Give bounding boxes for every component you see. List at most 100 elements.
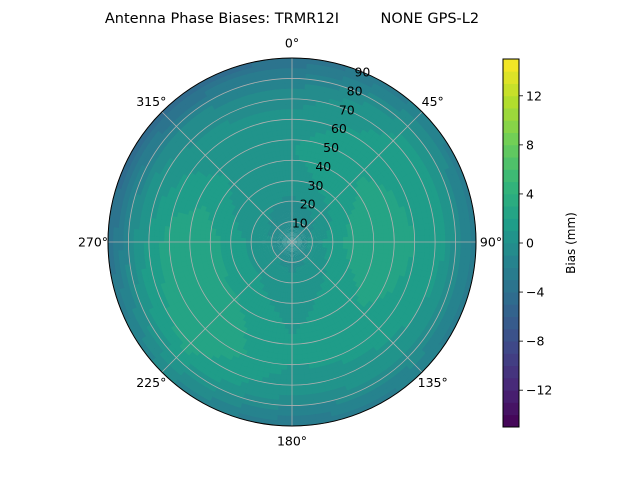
heat-cell [271,193,277,200]
heat-cell [263,227,270,232]
heat-cell [286,242,292,244]
heat-cell [277,291,282,298]
heat-cell [310,220,317,226]
heat-cell [301,265,306,271]
heat-cell [298,266,302,273]
heat-cell [298,249,303,255]
heat-cell [335,224,342,229]
heat-cell [268,219,275,225]
heat-cell [383,228,390,235]
heat-cell [249,268,256,274]
heat-cell [235,239,241,243]
heat-cell [263,218,269,224]
heat-cell [214,247,222,253]
heat-cell [267,183,274,191]
heat-cell [288,257,291,263]
heat-cell [314,197,321,204]
heat-cell [301,207,305,214]
heat-cell [288,221,291,227]
heat-cell [269,227,275,232]
heat-cell [368,234,375,240]
heat-cell [324,224,331,229]
heat-cell [241,226,249,231]
heat-cell [301,270,305,277]
heat-cell [327,246,334,250]
heat-cell [306,255,312,261]
heat-cell [246,231,253,236]
heat-cell [314,252,321,257]
heat-cell [314,217,320,223]
heat-cell [271,205,276,212]
heat-cell [383,245,390,252]
heat-cell [305,285,310,292]
heat-cell [303,214,308,220]
heat-cell [299,333,306,340]
heat-cell [293,246,296,253]
heat-cell [298,229,303,235]
heat-cell [300,232,306,237]
heat-cell [324,265,331,271]
heat-cell [276,264,281,270]
heat-cell [237,222,245,227]
heat-cell [246,229,253,234]
heat-cell [394,241,400,248]
heat-cell [284,93,293,100]
heat-cell [261,273,268,280]
heat-cell [247,254,254,259]
heat-cell [301,235,308,239]
heat-cell [342,236,349,241]
heat-cell [274,257,279,263]
heat-cell [261,302,267,309]
heat-cell [306,246,313,250]
heat-cell [233,260,241,267]
heat-cell [261,204,268,211]
heat-cell [223,216,230,223]
heat-cell [306,235,313,239]
heat-cell [316,273,323,280]
heat-cell [282,338,289,345]
heat-cell [233,217,241,224]
heat-cell [303,251,309,257]
heat-cell [293,282,297,289]
heat-cell [282,343,289,350]
heat-cell [343,239,349,243]
heat-cell [294,308,299,315]
heat-cell [266,276,272,283]
heat-cell [317,239,324,242]
heat-cell [281,276,285,283]
heat-cell [283,245,289,250]
heat-cell [292,242,295,248]
heat-cell [281,243,288,246]
heat-cell [301,245,308,248]
heat-cell [277,225,283,231]
heat-cell [293,221,296,227]
heat-cell [295,221,298,228]
heat-cell [337,239,344,243]
heat-cell [316,233,323,237]
heat-cell [276,244,283,247]
heat-cell [300,232,306,237]
heat-cell [278,213,283,219]
heat-cell [328,222,336,227]
heat-cell [310,293,317,301]
heat-cell [258,277,265,284]
heat-cell [301,218,306,225]
heat-cell [271,243,277,246]
heat-cell [282,134,289,141]
heat-cell [282,206,286,213]
heat-cell [273,256,279,262]
heat-cell [224,214,231,220]
heat-cell [287,231,291,238]
heat-cell [339,259,346,265]
heat-cell [275,280,280,287]
heat-cell [199,241,206,247]
heat-cell [288,308,293,315]
heat-cell [259,193,265,201]
heat-cell [263,197,270,204]
heat-cell [272,187,277,195]
heat-cell [303,285,308,293]
heat-cell [256,202,263,209]
heat-cell [245,261,252,267]
heat-cell [184,245,191,252]
heat-cell [285,227,289,233]
